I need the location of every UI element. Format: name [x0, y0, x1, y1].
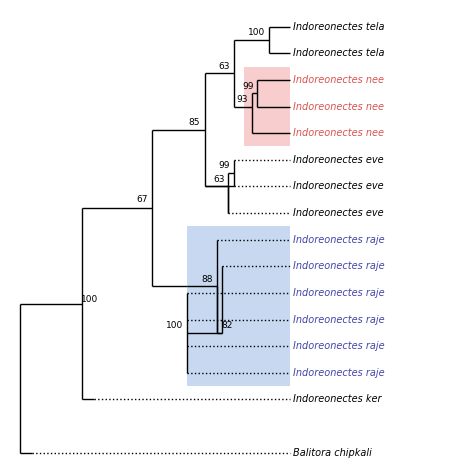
Text: 99: 99: [242, 82, 254, 91]
Text: Indoreonectes nee: Indoreonectes nee: [292, 101, 383, 111]
Text: Indoreonectes tela: Indoreonectes tela: [292, 48, 384, 58]
Text: Indoreonectes ker: Indoreonectes ker: [292, 394, 381, 404]
Text: Indoreonectes raje: Indoreonectes raje: [292, 315, 384, 325]
Text: Indoreonectes nee: Indoreonectes nee: [292, 75, 383, 85]
Text: Indoreonectes nee: Indoreonectes nee: [292, 128, 383, 138]
Text: Indoreonectes eve: Indoreonectes eve: [292, 208, 383, 218]
Text: Indoreonectes eve: Indoreonectes eve: [292, 155, 383, 165]
Bar: [187, 227, 290, 386]
Text: Balitora chipkali: Balitora chipkali: [292, 448, 372, 458]
Bar: [244, 66, 290, 146]
Text: Indoreonectes raje: Indoreonectes raje: [292, 288, 384, 298]
Text: 88: 88: [201, 274, 213, 283]
Text: Indoreonectes raje: Indoreonectes raje: [292, 261, 384, 271]
Text: 67: 67: [136, 195, 147, 204]
Text: 100: 100: [248, 28, 265, 37]
Text: Indoreonectes raje: Indoreonectes raje: [292, 368, 384, 378]
Text: Indoreonectes eve: Indoreonectes eve: [292, 182, 383, 191]
Text: 63: 63: [213, 175, 224, 184]
Text: Indoreonectes raje: Indoreonectes raje: [292, 341, 384, 351]
Text: 63: 63: [218, 62, 229, 71]
Text: 100: 100: [81, 295, 98, 304]
Text: 82: 82: [221, 321, 233, 330]
Text: 93: 93: [237, 95, 248, 104]
Text: 100: 100: [166, 321, 183, 330]
Text: Indoreonectes raje: Indoreonectes raje: [292, 235, 384, 245]
Text: 99: 99: [219, 162, 230, 171]
Text: 85: 85: [189, 118, 200, 127]
Text: Indoreonectes tela: Indoreonectes tela: [292, 22, 384, 32]
